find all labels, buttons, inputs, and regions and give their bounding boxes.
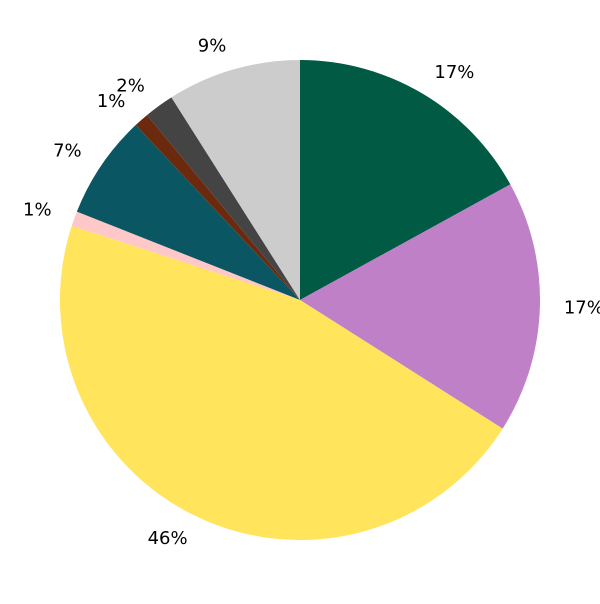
slice-label: 1% [23, 200, 52, 221]
pie-slice [76, 125, 301, 300]
slice-label: 7% [53, 141, 82, 162]
slice-label: 17% [564, 297, 600, 318]
pie-slice [171, 60, 300, 300]
pie-slice [71, 211, 301, 300]
slice-label: 46% [148, 528, 188, 549]
slice-label: 9% [198, 35, 227, 56]
pie-slice [147, 97, 300, 300]
slice-label: 1% [97, 91, 126, 112]
pie-slice [135, 115, 300, 301]
pie-slice [60, 225, 503, 540]
pie-slice [300, 184, 540, 429]
slice-label: 2% [116, 75, 145, 96]
pie-slice [300, 60, 511, 300]
slice-label: 17% [434, 62, 474, 83]
